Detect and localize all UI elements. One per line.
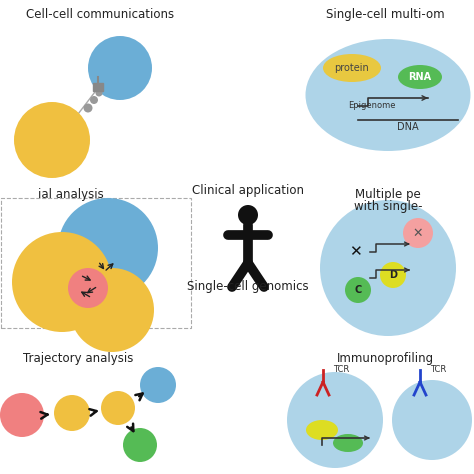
Circle shape bbox=[123, 428, 157, 462]
Text: TCR: TCR bbox=[333, 365, 349, 374]
Circle shape bbox=[320, 200, 456, 336]
Text: D: D bbox=[389, 270, 397, 280]
Circle shape bbox=[90, 96, 98, 104]
Text: DNA: DNA bbox=[397, 122, 419, 132]
Circle shape bbox=[101, 391, 135, 425]
Text: Epigenome: Epigenome bbox=[348, 100, 395, 109]
Text: Multiple pe: Multiple pe bbox=[355, 188, 421, 201]
Ellipse shape bbox=[398, 65, 442, 89]
Circle shape bbox=[54, 395, 90, 431]
Circle shape bbox=[403, 218, 433, 248]
Ellipse shape bbox=[323, 54, 381, 82]
Text: ial analysis: ial analysis bbox=[38, 188, 104, 201]
Text: C: C bbox=[355, 285, 362, 295]
Circle shape bbox=[140, 367, 176, 403]
Circle shape bbox=[287, 372, 383, 468]
Text: ✕: ✕ bbox=[348, 245, 361, 259]
Circle shape bbox=[238, 205, 258, 225]
Text: RNA: RNA bbox=[409, 72, 431, 82]
Circle shape bbox=[380, 262, 406, 288]
FancyBboxPatch shape bbox=[93, 83, 103, 91]
Text: Cell-cell communications: Cell-cell communications bbox=[26, 8, 174, 21]
Circle shape bbox=[70, 268, 154, 352]
Circle shape bbox=[88, 36, 152, 100]
Circle shape bbox=[14, 102, 90, 178]
Ellipse shape bbox=[306, 420, 338, 440]
Text: with single-: with single- bbox=[354, 200, 422, 213]
Text: Trajectory analysis: Trajectory analysis bbox=[23, 352, 133, 365]
Circle shape bbox=[83, 103, 92, 112]
Text: Clinical application: Clinical application bbox=[192, 184, 304, 197]
Text: Single-cell genomics: Single-cell genomics bbox=[187, 280, 309, 293]
Ellipse shape bbox=[333, 434, 363, 452]
Circle shape bbox=[68, 268, 108, 308]
Circle shape bbox=[392, 380, 472, 460]
Circle shape bbox=[58, 198, 158, 298]
Text: Immunoprofiling: Immunoprofiling bbox=[337, 352, 434, 365]
Circle shape bbox=[12, 232, 112, 332]
Circle shape bbox=[95, 90, 102, 97]
Circle shape bbox=[345, 277, 371, 303]
Circle shape bbox=[0, 393, 44, 437]
Text: ✕: ✕ bbox=[413, 227, 423, 239]
Bar bbox=[1, 198, 191, 328]
Ellipse shape bbox=[306, 39, 471, 151]
Text: Single-cell multi-om: Single-cell multi-om bbox=[326, 8, 444, 21]
Text: TCR: TCR bbox=[430, 365, 446, 374]
Text: protein: protein bbox=[335, 63, 369, 73]
